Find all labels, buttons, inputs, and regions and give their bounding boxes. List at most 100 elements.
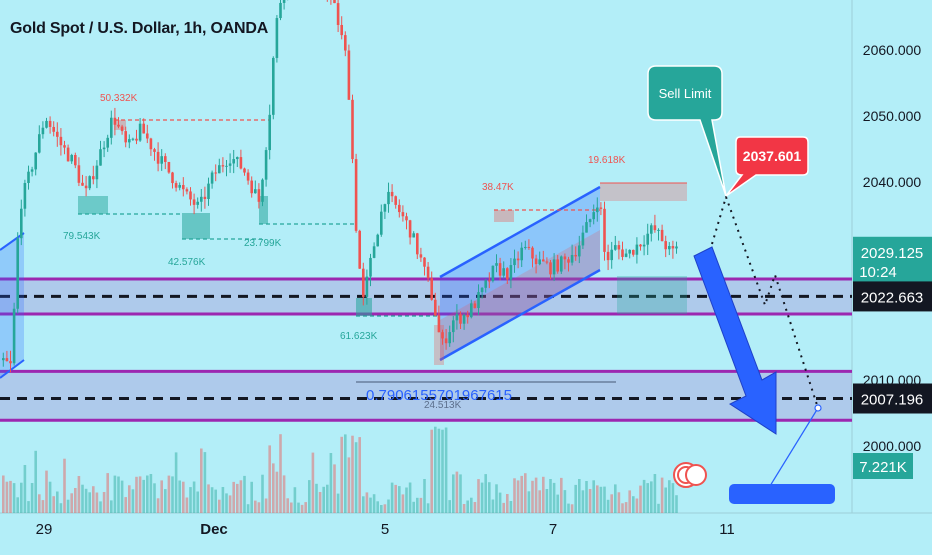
volume-bar-156: [563, 490, 567, 513]
volume-bar-14: [52, 496, 55, 513]
candle-body-68: [246, 172, 250, 181]
candle-body-157: [567, 259, 570, 263]
red-box-3: [434, 325, 444, 365]
volume-bar-166: [599, 486, 603, 513]
candle-body-39: [142, 123, 145, 134]
candle-body-47: [171, 172, 174, 184]
volume-bar-145: [524, 473, 527, 513]
price-badge-0: [853, 236, 932, 283]
candle-body-184: [664, 241, 667, 250]
volume-bar-121: [437, 428, 441, 513]
volume-bar-71: [257, 502, 261, 513]
x-tick-1: Dec: [200, 521, 228, 538]
candle-body-143: [516, 258, 520, 261]
sell-limit-callout[interactable]: Sell Limit 2037.601: [647, 65, 809, 197]
candle-body-178: [642, 244, 646, 247]
volume-bar-151: [545, 489, 549, 513]
volume-bar-109: [394, 484, 397, 513]
volume-bar-187: [675, 495, 678, 513]
candle-body-149: [538, 259, 541, 265]
candle-body-6: [23, 183, 27, 209]
price-badge-label-0: 2029.125: [861, 245, 924, 262]
volume-bars: [2, 426, 678, 513]
candle-body-103: [372, 246, 376, 258]
candle-body-160: [578, 245, 581, 257]
price-badge-sub-0: 10:24: [859, 264, 897, 281]
volume-annotation-3: 23.799K: [244, 238, 282, 249]
rising-channel-top: [439, 185, 601, 279]
volume-bar-104: [376, 501, 379, 513]
volume-bar-117: [423, 479, 426, 513]
x-tick-0: 29: [36, 521, 53, 538]
volume-bar-55: [200, 448, 203, 513]
candle-body-56: [203, 196, 207, 199]
volume-bar-127: [459, 474, 462, 513]
candle-body-48: [174, 183, 178, 188]
price-badge-1: [853, 281, 932, 312]
volume-bar-39: [142, 479, 145, 513]
candle-body-10: [38, 134, 41, 153]
volume-bar-168: [606, 499, 610, 513]
volume-bar-184: [664, 487, 667, 513]
volume-bar-70: [254, 500, 257, 513]
stop-box: [600, 183, 687, 201]
volume-bar-136: [491, 499, 495, 513]
volume-bar-174: [628, 490, 631, 513]
candle-body-61: [221, 165, 225, 167]
candle-body-26: [95, 165, 99, 180]
volume-bar-169: [610, 494, 613, 513]
volume-annotation-1: 79.543K: [63, 231, 101, 242]
candle-body-65: [236, 157, 239, 160]
candle-body-141: [509, 265, 513, 280]
candle-body-75: [272, 57, 275, 115]
candle-body-59: [214, 172, 217, 174]
sell-limit-price: 2037.601: [743, 148, 802, 164]
candle-body-121: [437, 315, 441, 333]
candle-body-2: [9, 361, 12, 364]
candle-body-162: [585, 222, 588, 233]
volume-bar-11: [41, 500, 45, 513]
volume-bar-159: [574, 484, 577, 513]
volume-bar-44: [160, 480, 163, 513]
candle-body-125: [452, 320, 455, 333]
volume-bar-82: [297, 502, 300, 513]
volume-bar-33: [120, 480, 124, 513]
y-tick-1: 2050.000: [863, 108, 922, 124]
volume-bar-154: [556, 494, 559, 513]
price-badge-label-1: 2022.663: [861, 289, 924, 306]
volume-bar-47: [171, 476, 174, 513]
volume-bar-146: [527, 491, 531, 513]
candle-body-158: [570, 255, 574, 263]
volume-bar-152: [549, 479, 552, 513]
candle-body-42: [153, 149, 156, 152]
volume-bar-51: [185, 497, 189, 513]
x-tick-3: 7: [549, 521, 557, 538]
fib-ratio-label: 0.7906155701967615: [366, 387, 512, 404]
candle-body-183: [660, 229, 664, 242]
volume-bar-186: [671, 483, 675, 513]
candle-body-76: [275, 18, 279, 58]
sell-limit-price-tag[interactable]: [725, 136, 809, 197]
candle-body-78: [282, 0, 286, 3]
volume-bar-147: [531, 480, 534, 513]
candle-body-167: [603, 208, 606, 252]
sell-limit-bubble[interactable]: [647, 65, 727, 197]
candle-body-180: [650, 225, 653, 234]
volume-bar-57: [207, 484, 210, 513]
candle-body-155: [560, 256, 563, 272]
volume-bar-142: [513, 478, 516, 513]
candle-body-133: [480, 287, 484, 293]
volume-bar-140: [506, 494, 509, 513]
volume-bar-43: [156, 498, 160, 513]
candle-body-70: [254, 189, 257, 194]
volume-bar-116: [419, 497, 423, 513]
volume-bar-133: [480, 482, 484, 513]
candle-body-120: [434, 299, 437, 316]
event-icon[interactable]: [685, 464, 707, 486]
candle-body-67: [243, 168, 246, 173]
candle-body-179: [646, 233, 649, 245]
candle-body-122: [441, 332, 444, 339]
volume-bar-58: [210, 487, 214, 513]
